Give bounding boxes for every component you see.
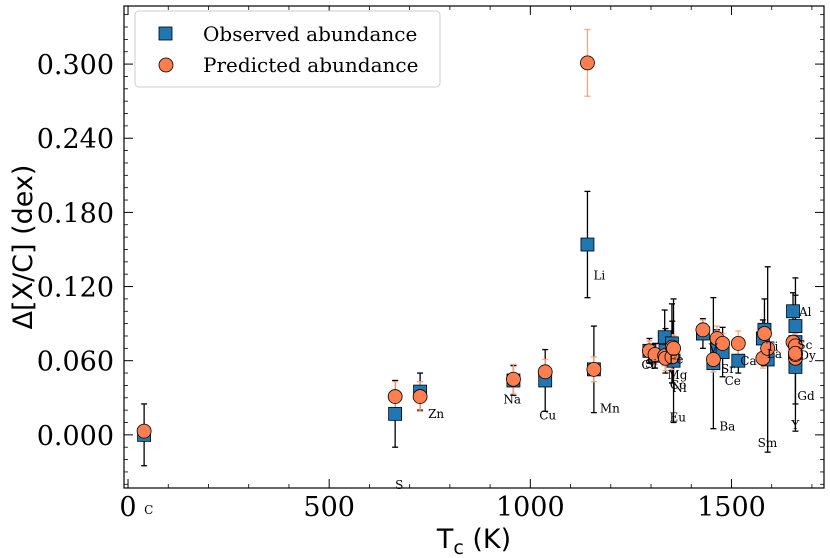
y-tick-label: 0.300 (37, 50, 114, 81)
predicted-point (136, 423, 152, 439)
x-tick-label: 0 (119, 492, 136, 523)
predicted-point (537, 364, 553, 380)
legend-observed-marker (158, 26, 173, 41)
element-label: Si (645, 357, 657, 371)
observed-point (786, 304, 800, 319)
observed-point (580, 237, 595, 252)
element-label: Ti (766, 340, 778, 354)
x-tick-label: 1500 (697, 492, 766, 523)
element-label: C (144, 503, 153, 517)
predicted-point (760, 340, 776, 356)
legend-box (134, 10, 441, 88)
x-axis-title: Tc (K) (436, 524, 511, 558)
x-tick-label: 500 (303, 492, 355, 523)
element-label: Mg (667, 368, 687, 382)
element-label: Sm (758, 436, 778, 450)
x-axis-ticks: 0 500 1000 1500 (119, 6, 813, 523)
element-label: Cu (539, 408, 556, 422)
y-axis-ticks: 0.000 0.060 0.120 0.180 0.240 0.300 (37, 14, 824, 485)
element-label: Ba (719, 420, 735, 434)
y-tick-label: 0.180 (37, 198, 114, 229)
observed-point (731, 353, 746, 368)
element-label: S (395, 478, 403, 492)
y-tick-label: 0.000 (37, 421, 114, 452)
predicted-point (387, 389, 403, 404)
element-label: Mn (600, 402, 620, 416)
element-label: Al (798, 305, 812, 319)
element-label: Y (790, 418, 800, 432)
y-tick-label: 0.240 (37, 124, 114, 155)
element-label: Zn (428, 407, 444, 421)
predicted-point (506, 371, 521, 387)
y-axis-title: Δ[X/C] (dex) (8, 165, 39, 330)
element-label: Co (670, 378, 686, 392)
predicted-point (715, 335, 731, 351)
predicted-point (730, 335, 746, 351)
element-label: Dy (799, 349, 816, 363)
element-label: Ca (740, 354, 756, 368)
element-label: Li (593, 269, 605, 283)
legend-predicted-label: Predicted abundance (203, 53, 418, 77)
element-label: Gd (797, 389, 815, 403)
legend-observed-label: Observed abundance (203, 22, 417, 46)
y-tick-label: 0.060 (37, 347, 114, 378)
legend: Observed abundance Predicted abundance (134, 10, 441, 88)
predicted-point (580, 55, 595, 71)
predicted-series (136, 55, 803, 439)
element-label: Sc (797, 338, 812, 352)
element-label: V (708, 341, 718, 355)
observed-point (388, 406, 403, 421)
predicted-point (666, 340, 681, 356)
element-label: Fe (669, 352, 684, 366)
predicted-point (788, 345, 803, 361)
observed-point (788, 319, 803, 333)
element-label: Na (503, 392, 521, 406)
predicted-point (586, 361, 602, 377)
plot-frame (123, 5, 825, 489)
predicted-point (412, 389, 428, 404)
x-tick-label: 1000 (496, 492, 565, 523)
element-label: Ni (672, 381, 687, 395)
element-label: Cr (641, 358, 656, 372)
element-label: Ce (725, 374, 741, 388)
predicted-point (705, 352, 721, 367)
legend-predicted-marker (158, 57, 174, 73)
element-label: Sr (721, 362, 735, 376)
predicted-point (695, 322, 711, 338)
predicted-point (757, 326, 772, 341)
y-tick-label: 0.120 (37, 273, 114, 304)
element-label: Eu (670, 410, 687, 424)
element-label: La (767, 347, 782, 361)
